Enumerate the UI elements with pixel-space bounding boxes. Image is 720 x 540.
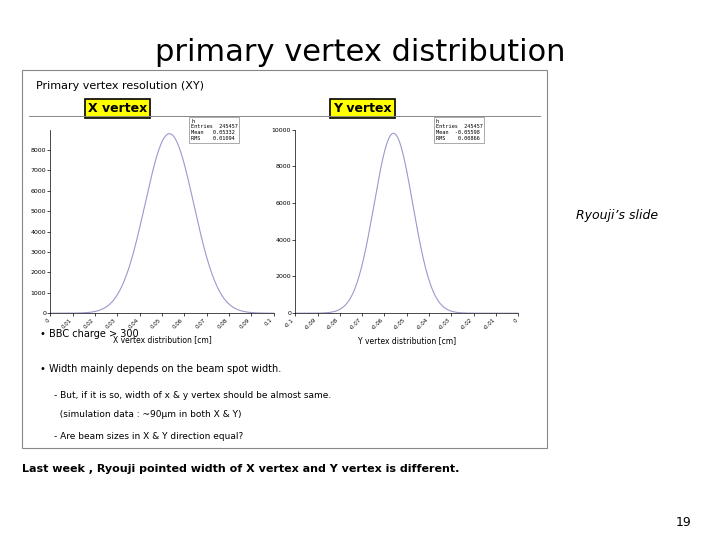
Text: Y vertex: Y vertex (333, 102, 392, 115)
Text: h
Entries  245457
Mean  -0.05598
RMS    0.00866: h Entries 245457 Mean -0.05598 RMS 0.008… (436, 119, 482, 141)
Text: 19: 19 (675, 516, 691, 529)
X-axis label: X vertex distribution [cm]: X vertex distribution [cm] (112, 335, 212, 344)
Text: Ryouji’s slide: Ryouji’s slide (576, 210, 658, 222)
Text: Primary vertex resolution (XY): Primary vertex resolution (XY) (36, 81, 204, 91)
Text: h
Entries  245457
Mean   0.05332
RMS    0.01094: h Entries 245457 Mean 0.05332 RMS 0.0109… (191, 119, 238, 141)
Text: (simulation data : ~90μm in both X & Y): (simulation data : ~90μm in both X & Y) (54, 410, 241, 420)
X-axis label: Y vertex distribution [cm]: Y vertex distribution [cm] (358, 336, 456, 346)
Text: - But, if it is so, width of x & y vertex should be almost same.: - But, if it is so, width of x & y verte… (54, 392, 331, 401)
Text: X vertex: X vertex (88, 102, 147, 115)
Text: Last week , Ryouji pointed width of X vertex and Y vertex is different.: Last week , Ryouji pointed width of X ve… (22, 464, 459, 475)
Text: • Width mainly depends on the beam spot width.: • Width mainly depends on the beam spot … (40, 364, 281, 375)
Text: • BBC charge > 300: • BBC charge > 300 (40, 329, 138, 340)
Text: - Are beam sizes in X & Y direction equal?: - Are beam sizes in X & Y direction equa… (54, 432, 243, 441)
Text: primary vertex distribution: primary vertex distribution (155, 38, 565, 67)
